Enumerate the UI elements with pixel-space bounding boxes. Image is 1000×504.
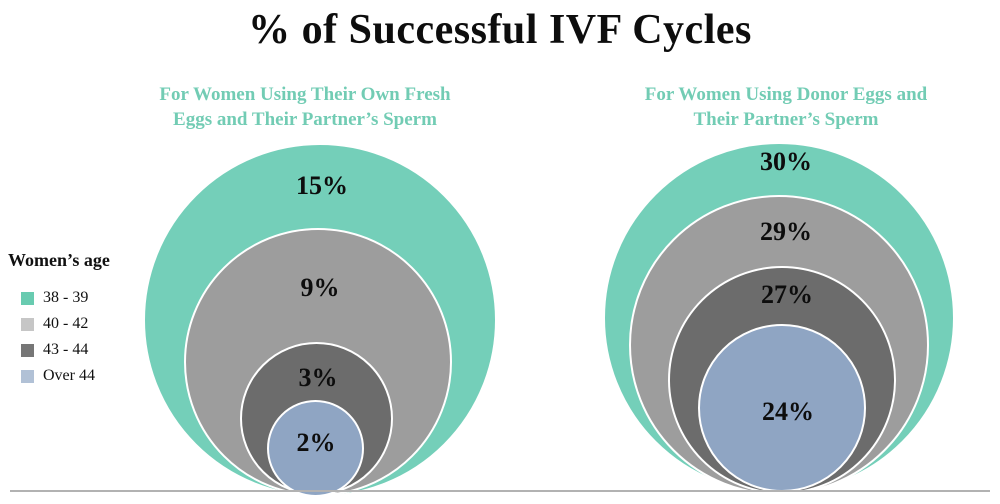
- right-value-label-38-39: 30%: [760, 147, 812, 176]
- legend-item-38-39: 38 - 39: [8, 285, 148, 311]
- legend-label-38-39: 38 - 39: [43, 289, 89, 306]
- baseline-axis: [10, 490, 990, 492]
- left-subtitle-line-2: Eggs and Their Partner’s Sperm: [173, 109, 437, 130]
- left-chart-subtitle: For Women Using Their Own Fresh Eggs and…: [95, 82, 515, 132]
- legend-swatch-43-44: [21, 343, 34, 357]
- legend-item-43-44: 43 - 44: [8, 337, 148, 363]
- right-subtitle-line-2: Their Partner’s Sperm: [693, 109, 879, 130]
- legend-label-43-44: 43 - 44: [43, 341, 89, 358]
- legend-swatch-38-39: [21, 291, 34, 305]
- right-value-label-43-44: 27%: [761, 280, 813, 309]
- right-chart-subtitle: For Women Using Donor Eggs and Their Par…: [576, 82, 996, 132]
- left-circle-age-over-44: [267, 400, 364, 497]
- legend-swatch-40-42: [21, 317, 34, 331]
- left-value-label-38-39: 15%: [296, 171, 348, 200]
- left-value-label-43-44: 3%: [298, 363, 338, 392]
- legend-swatch-over-44: [21, 369, 34, 383]
- right-subtitle-line-1: For Women Using Donor Eggs and: [644, 84, 928, 105]
- legend-item-over-44: Over 44: [8, 363, 148, 389]
- right-value-label-over-44: 24%: [762, 397, 814, 426]
- legend-item-40-42: 40 - 42: [8, 311, 148, 337]
- legend-label-40-42: 40 - 42: [43, 315, 89, 332]
- legend: Women’s age 38 - 39 40 - 42 43 - 44 Over…: [8, 250, 148, 389]
- legend-label-over-44: Over 44: [43, 367, 95, 384]
- right-circle-age-over-44: [698, 324, 866, 492]
- chart-title: % of Successful IVF Cycles: [248, 7, 752, 53]
- left-subtitle-line-1: For Women Using Their Own Fresh: [159, 84, 451, 105]
- right-value-label-40-42: 29%: [760, 217, 812, 246]
- left-value-label-over-44: 2%: [296, 428, 336, 457]
- legend-title: Women’s age: [8, 250, 110, 270]
- left-value-label-40-42: 9%: [300, 273, 340, 302]
